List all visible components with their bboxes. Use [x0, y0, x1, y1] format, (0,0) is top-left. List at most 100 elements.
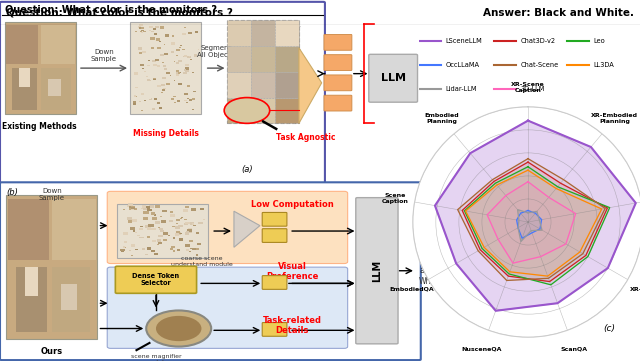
Polygon shape: [465, 167, 610, 285]
Bar: [134, 73, 138, 75]
Bar: [141, 93, 145, 95]
Bar: [133, 103, 136, 105]
Bar: [172, 98, 173, 100]
Polygon shape: [299, 48, 322, 123]
Bar: [151, 228, 156, 230]
Bar: [180, 218, 182, 219]
Bar: [157, 244, 159, 245]
Bar: [152, 240, 156, 242]
Bar: [159, 228, 163, 230]
Text: Question: What color is the monitors ?: Question: What color is the monitors ?: [5, 4, 217, 14]
FancyBboxPatch shape: [262, 229, 287, 243]
Bar: [141, 27, 145, 29]
Bar: [175, 233, 179, 236]
Bar: [157, 239, 161, 242]
Polygon shape: [234, 211, 260, 247]
Bar: [188, 231, 192, 233]
Bar: [275, 46, 299, 72]
Bar: [187, 85, 189, 87]
Text: LL3DA: LL3DA: [594, 62, 614, 68]
Bar: [189, 222, 194, 225]
Bar: [12, 68, 37, 109]
Bar: [191, 99, 195, 100]
FancyBboxPatch shape: [0, 2, 325, 183]
Bar: [182, 33, 186, 35]
FancyBboxPatch shape: [262, 276, 287, 290]
Bar: [252, 97, 275, 123]
Bar: [48, 79, 61, 96]
Bar: [147, 248, 151, 250]
Bar: [145, 71, 146, 72]
Bar: [180, 233, 182, 234]
Bar: [195, 248, 199, 250]
Bar: [152, 60, 156, 62]
Bar: [188, 98, 189, 99]
Bar: [163, 88, 166, 89]
FancyBboxPatch shape: [262, 323, 287, 336]
Bar: [121, 251, 124, 252]
Bar: [124, 209, 125, 210]
Bar: [132, 101, 136, 103]
FancyBboxPatch shape: [262, 212, 287, 226]
Bar: [122, 246, 125, 248]
Polygon shape: [466, 170, 602, 276]
Bar: [147, 227, 151, 230]
Bar: [146, 206, 150, 209]
Bar: [156, 26, 159, 28]
Bar: [203, 219, 205, 221]
Bar: [174, 102, 176, 103]
Bar: [142, 51, 146, 53]
Bar: [138, 47, 142, 49]
Bar: [143, 217, 148, 219]
Bar: [144, 100, 146, 101]
Bar: [161, 84, 164, 86]
Bar: [157, 65, 160, 67]
Text: LLM: LLM: [372, 260, 382, 282]
FancyBboxPatch shape: [108, 267, 348, 348]
Bar: [145, 253, 148, 256]
Bar: [172, 226, 175, 227]
Bar: [184, 218, 187, 221]
Bar: [148, 30, 150, 31]
Text: (a): (a): [241, 165, 253, 174]
Bar: [160, 54, 164, 56]
Bar: [140, 64, 145, 66]
Bar: [134, 95, 136, 97]
Bar: [6, 25, 38, 64]
Bar: [130, 22, 202, 114]
Bar: [162, 62, 164, 63]
Bar: [141, 31, 143, 32]
Bar: [179, 239, 184, 241]
Circle shape: [146, 310, 211, 347]
Circle shape: [156, 316, 202, 341]
Bar: [155, 205, 160, 208]
Bar: [117, 204, 208, 258]
Bar: [158, 235, 163, 238]
Text: Low Computation: Low Computation: [251, 200, 334, 209]
Text: (b): (b): [6, 188, 19, 197]
Bar: [142, 68, 144, 69]
Bar: [176, 62, 179, 64]
Bar: [179, 83, 182, 85]
Bar: [154, 253, 158, 255]
Bar: [147, 236, 150, 238]
Polygon shape: [462, 162, 607, 282]
Bar: [227, 97, 252, 123]
Bar: [25, 267, 38, 296]
Bar: [147, 209, 152, 211]
Bar: [186, 102, 188, 103]
Bar: [171, 52, 173, 53]
Bar: [190, 248, 193, 249]
Text: Visual
Preference: Visual Preference: [266, 262, 319, 281]
Bar: [179, 233, 181, 234]
Bar: [187, 56, 191, 58]
Bar: [162, 89, 166, 91]
Text: Leo: Leo: [594, 38, 605, 44]
Bar: [154, 78, 156, 79]
Bar: [163, 77, 166, 79]
Bar: [148, 60, 150, 61]
Bar: [146, 76, 148, 77]
Bar: [193, 225, 196, 226]
Bar: [148, 224, 154, 227]
FancyBboxPatch shape: [0, 182, 420, 360]
